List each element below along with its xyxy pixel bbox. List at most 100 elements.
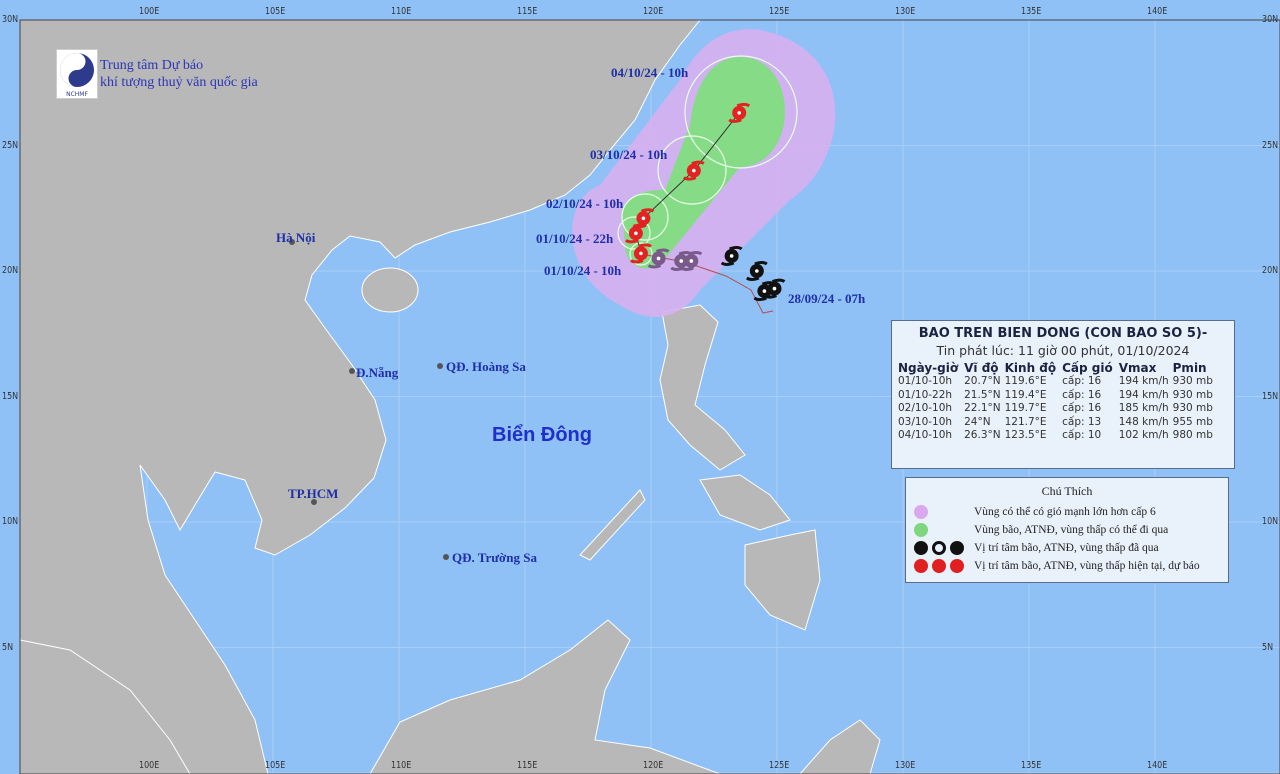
lon-tick-label: 100E — [139, 6, 160, 17]
track-label-p5: 04/10/24 - 10h — [611, 65, 689, 80]
table-cell: cấp: 16 — [1062, 388, 1102, 401]
legend-text: Vị trí tâm bão, ATNĐ, vùng thấp hiện tại… — [974, 560, 1200, 572]
legend-panel: Chú Thích Vùng có thể có gió mạnh lớn hơ… — [905, 477, 1229, 583]
lat-tick-label: 25N — [2, 139, 19, 151]
legend-text: Vùng bão, ATNĐ, vùng thấp có thể đi qua — [974, 524, 1169, 536]
label-hcm: TP.HCM — [288, 486, 339, 501]
low-black-icon — [950, 541, 964, 555]
storm-table: Ngày-giờ Vĩ độ Kinh độ Cấp gió Vmax Pmin 01/1… — [898, 361, 1217, 443]
table-cell: 24°N — [964, 415, 991, 428]
legend-item-storm-zone: Vùng bão, ATNĐ, vùng thấp có thể đi qua — [914, 523, 1168, 537]
typhoon-red-icon — [914, 559, 928, 573]
lat-tick-label: 5N — [1262, 641, 1274, 653]
storm-info-panel: BAO TREN BIEN DONG (CON BAO SO 5)- Tin p… — [891, 320, 1235, 469]
lat-tick-label: 5N — [2, 641, 14, 653]
land-hainan — [361, 267, 419, 313]
past-storm-icon — [753, 281, 776, 302]
lon-tick-label: 140E — [1147, 6, 1168, 17]
lon-tick-label: 115E — [517, 760, 538, 771]
table-cell: 194 km/h — [1118, 388, 1169, 401]
track-label-start: 28/09/24 - 07h — [788, 291, 866, 306]
lon-tick-label: 120E — [643, 6, 664, 17]
table-cell: cấp: 13 — [1062, 415, 1102, 428]
track-label-p4: 03/10/24 - 10h — [590, 147, 668, 162]
past-storm-icon — [670, 250, 693, 271]
land-palawan — [579, 489, 646, 561]
info-issued: Tin phát lúc: 11 giờ 00 phút, 01/10/2024 — [936, 343, 1190, 358]
lat-tick-label: 10N — [1262, 516, 1279, 527]
low-red-icon — [950, 559, 964, 573]
lon-tick-label: 105E — [265, 6, 286, 17]
depression-red-icon — [932, 559, 946, 573]
land-sulawesi — [799, 719, 881, 774]
forecast-storm-icon — [630, 243, 652, 264]
table-cell: cấp: 16 — [1062, 375, 1102, 387]
legend-text: Vị trí tâm bão, ATNĐ, vùng thấp đã qua — [974, 542, 1159, 554]
land-borneo — [369, 619, 721, 774]
table-cell: 930 mb — [1172, 402, 1213, 414]
forecast-storm-icon — [728, 102, 751, 123]
table-row: 03/10-10h 24°N 121.7°E cấp: 13 148 km/h 955 m… — [898, 416, 1217, 430]
forecast-circles — [617, 55, 798, 266]
nchmf-logo: NCHMF — [56, 49, 98, 99]
lon-tick-label: 110E — [391, 6, 412, 17]
table-cell: 930 mb — [1172, 375, 1213, 387]
column-header: Kinh độ — [1004, 361, 1057, 375]
table-row: 01/10-10h 20.7°N 119.6°E cấp: 16 194 km/h 930… — [898, 375, 1217, 389]
label-truongsa: QĐ. Trường Sa — [452, 550, 537, 565]
table-cell: 148 km/h — [1118, 415, 1169, 428]
table-cell: 955 mb — [1172, 415, 1213, 428]
table-cell: cấp: 10 — [1062, 429, 1102, 441]
table-cell: 03/10-10h — [898, 415, 953, 428]
past-storm-icon — [720, 245, 743, 266]
land-mindanao — [744, 529, 821, 631]
past-storm-icon — [647, 248, 670, 269]
table-cell: 26.3°N — [964, 429, 1001, 441]
agency-line1: Trung tâm Dự báo — [100, 58, 204, 73]
column-header: Ngày-giờ — [898, 361, 959, 375]
table-cell: 119.4°E — [1004, 388, 1047, 401]
table-cell: 22.1°N — [964, 402, 1001, 414]
lat-tick-label: 15N — [2, 390, 19, 402]
track-label-p3: 02/10/24 - 10h — [546, 196, 624, 211]
forecast-storm-positions — [624, 102, 751, 264]
table-cell: 980 mb — [1172, 429, 1213, 441]
table-row: 01/10-22h 21.5°N 119.4°E cấp: 16 194 km/h 930… — [898, 389, 1217, 403]
label-danang: Đ.Nẵng — [356, 365, 399, 380]
lon-tick-label: 130E — [895, 760, 916, 771]
label-bien-dong: Biển Đông — [492, 424, 592, 446]
land-mainland — [19, 19, 702, 774]
lon-tick-label: 135E — [1021, 6, 1042, 17]
info-title: BAO TREN BIEN DONG (CON BAO SO 5)- — [918, 326, 1208, 341]
land-visayas — [699, 474, 791, 531]
past-storm-icon — [745, 261, 768, 281]
table-cell: 119.7°E — [1004, 402, 1047, 414]
forecast-storm-icon — [632, 208, 655, 229]
table-cell: 102 km/h — [1118, 429, 1169, 441]
lat-tick-label: 25N — [1262, 139, 1279, 151]
lon-tick-label: 125E — [769, 760, 790, 771]
table-cell: 01/10-10h — [898, 375, 953, 387]
lon-tick-label: 135E — [1021, 760, 1042, 771]
table-cell: cấp: 16 — [1062, 402, 1102, 414]
green-circle-icon — [914, 523, 928, 537]
label-hanoi: Hà Nội — [276, 230, 316, 245]
table-row: 04/10-10h 26.3°N 123.5°E cấp: 10 102 km/h 980… — [898, 429, 1217, 443]
lat-tick-label: 10N — [2, 516, 19, 527]
column-header: Cấp gió — [1062, 361, 1113, 375]
table-cell: 21.5°N — [964, 388, 1001, 401]
track-label-p2: 01/10/24 - 22h — [536, 231, 614, 246]
forecast-storm-icon — [682, 160, 705, 181]
lon-tick-label: 130E — [895, 6, 916, 17]
table-cell: 185 km/h — [1118, 402, 1169, 414]
table-cell: 01/10-22h — [898, 388, 953, 401]
table-cell: 194 km/h — [1118, 375, 1169, 387]
legend-item-past: Vị trí tâm bão, ATNĐ, vùng thấp đã qua — [914, 541, 1159, 555]
track-label-p1: 01/10/24 - 10h — [544, 263, 622, 278]
table-cell: 04/10-10h — [898, 429, 953, 441]
lon-tick-label: 105E — [265, 760, 286, 771]
lat-tick-label: 30N — [1262, 14, 1279, 25]
label-hoangsa: QĐ. Hoàng Sa — [446, 359, 526, 374]
depression-black-icon — [932, 541, 946, 555]
table-row: 02/10-10h 22.1°N 119.7°E cấp: 16 185 km/h 930… — [898, 402, 1217, 416]
